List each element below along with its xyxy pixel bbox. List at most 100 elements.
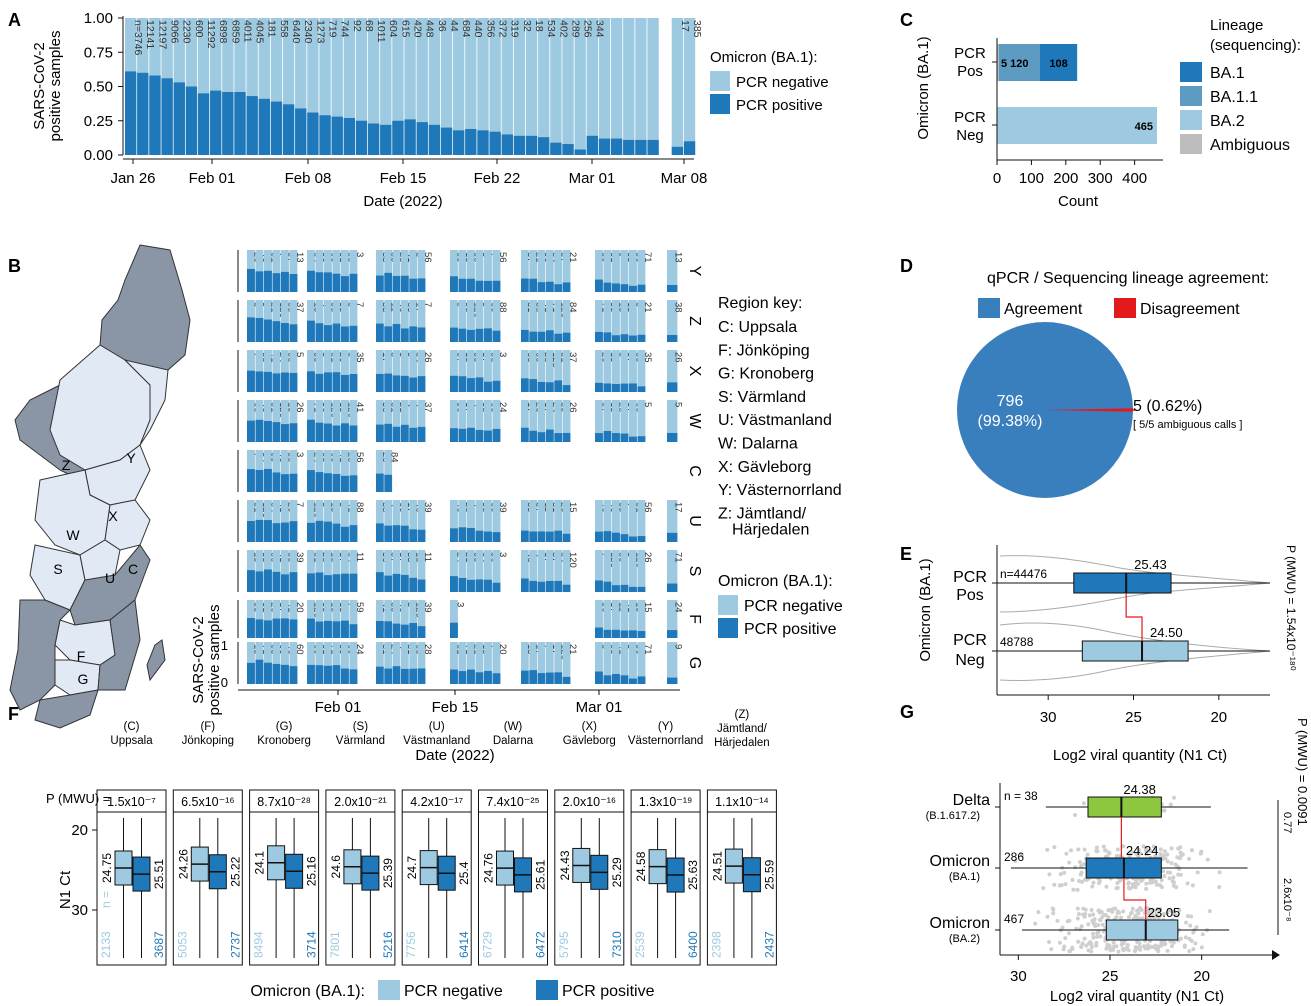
panel-b-bar-neg — [272, 300, 281, 342]
panel-f-median-label-neg: 24.1 — [253, 851, 267, 875]
panel-b-bar-pos — [324, 325, 332, 342]
pie-label-small-2: [ 5/5 ambiguous calls ] — [1133, 419, 1242, 431]
panel-b-bar-pos — [392, 375, 401, 392]
panel-b-bar-neg — [392, 400, 401, 442]
panel-b-bar-neg — [349, 500, 358, 542]
panel-b-bar-pos — [401, 525, 409, 542]
panel-f-region-name: Uppsala — [110, 735, 153, 747]
panel-b-bar-pos — [629, 335, 637, 342]
panel-f-frame — [249, 789, 320, 966]
panel-f-pvalue: 1.5x10⁻⁷ — [107, 795, 156, 809]
panel-b-bar-pos — [484, 430, 492, 442]
panel-b-bar-pos — [264, 319, 272, 342]
pie-label-big-2: (99.38%) — [978, 413, 1043, 430]
panel-b-bar-pos — [281, 271, 289, 292]
panel-b-bar-pos — [529, 278, 538, 292]
panel-g-point — [1070, 945, 1075, 950]
panel-b-bar-pos — [349, 525, 358, 542]
panel-g-point — [1095, 849, 1100, 854]
panel-a-bar-neg — [258, 18, 270, 155]
panel-b-bar-pos — [307, 320, 315, 342]
panel-b-count-label: 39 — [294, 552, 305, 563]
panel-b-bar-pos — [492, 532, 501, 542]
panel-b-bar-pos — [384, 423, 393, 442]
panel-b-bar-pos — [332, 474, 341, 492]
panel-b-bar-pos — [349, 475, 358, 492]
panel-b-bar-pos — [401, 574, 409, 592]
panel-b-bar-pos — [349, 669, 358, 684]
panel-a-bar-pos — [586, 135, 599, 155]
panel-b-bar-neg — [484, 400, 492, 442]
panel-e: E Omicron (BA.1) PCR Pos PCR Neg 30 25 20 2… — [900, 544, 1298, 764]
panel-b-bar-neg — [417, 550, 426, 592]
map-label-c: C — [128, 561, 138, 577]
panel-b-bar-pos — [255, 371, 264, 392]
panel-g-point — [1076, 847, 1081, 852]
panel-b-bar-pos — [409, 326, 418, 342]
panel-a-count-label: 32 — [521, 20, 533, 32]
panel-b-count-label: 88 — [497, 302, 508, 313]
panel-b-count-label: 15 — [642, 602, 653, 613]
panel-g-point — [1087, 913, 1092, 918]
panel-b-bar-pos — [324, 521, 332, 542]
panel-g-point — [1096, 908, 1101, 913]
panel-g-point — [1064, 851, 1069, 856]
panel-a-xtick-label: Mar 01 — [569, 170, 616, 187]
panel-b-count-label: 17 — [673, 502, 684, 513]
panel-b-bar-pos — [307, 664, 315, 684]
panel-b-bar-pos — [392, 573, 401, 592]
panel-a-bar-pos — [149, 75, 161, 155]
panel-b-bar-pos — [332, 372, 341, 392]
panel-b-bar-neg — [255, 600, 264, 638]
panel-a-bar-neg — [538, 18, 550, 155]
panel-b-row-label-u: U — [686, 515, 703, 527]
panel-b-ylabel-1: SARS-CoV-2 — [190, 616, 207, 704]
panel-b-bar-neg — [417, 500, 426, 542]
panel-g-point — [1090, 920, 1095, 925]
panel-b-bar-pos — [289, 423, 298, 442]
panel-b-label: B — [8, 256, 21, 276]
panel-b-count-label: 71 — [642, 252, 653, 263]
panel-b-bar-pos — [349, 373, 358, 392]
panel-a-bar-pos — [477, 130, 489, 155]
panel-g-point — [1108, 946, 1113, 951]
panel-b-bar-neg — [281, 350, 289, 392]
panel-g-point — [1159, 885, 1164, 890]
panel-b-count-label: 26 — [422, 352, 433, 363]
panel-b-bar-pos — [562, 676, 571, 684]
panel-b-bar-neg — [401, 642, 409, 684]
panel-b-bar-pos — [554, 380, 563, 392]
panel-b-bar-pos — [554, 284, 563, 292]
panel-a-bar-pos — [392, 120, 404, 155]
panel-b-bar-pos — [554, 672, 563, 684]
panel-b-bar-pos — [475, 328, 484, 342]
panel-b-bar-neg — [392, 300, 401, 342]
panel-b-bar-neg — [475, 350, 484, 392]
panel-a-bar-pos — [307, 112, 319, 155]
panel-a-label: A — [8, 10, 21, 30]
panel-g-point — [1050, 906, 1055, 911]
panel-b-bar-neg — [315, 350, 324, 392]
pie-label-small-1: 5 (0.62%) — [1133, 398, 1202, 415]
panel-a-bar-neg — [574, 18, 586, 155]
panel-b-bar-pos — [247, 420, 255, 442]
panel-b-bar-pos — [289, 572, 298, 592]
panel-b-bar-pos — [384, 474, 393, 492]
panel-g-point — [1144, 881, 1149, 886]
panel-g-point — [1154, 947, 1159, 952]
panel-b-bar-neg — [595, 300, 603, 342]
panel-g-point — [1126, 915, 1131, 920]
panel-b-bar-neg — [281, 642, 289, 684]
panel-b-bar-neg — [562, 550, 571, 592]
bar-pos-ba11 — [998, 44, 1041, 81]
map-label-u: U — [105, 570, 115, 586]
panel-a-ytick-label: 0.50 — [84, 79, 113, 96]
panel-f-frame — [630, 789, 701, 966]
panel-g-n-label: 467 — [1004, 912, 1024, 926]
panel-g-point — [1045, 914, 1050, 919]
panel-b-bar-pos — [264, 520, 272, 542]
panel-a-legend-neg-swatch — [710, 71, 730, 91]
bar-label-ba2: 465 — [1135, 121, 1153, 133]
panel-b-bar-pos — [307, 470, 315, 492]
panel-a-bar-neg — [234, 18, 246, 155]
